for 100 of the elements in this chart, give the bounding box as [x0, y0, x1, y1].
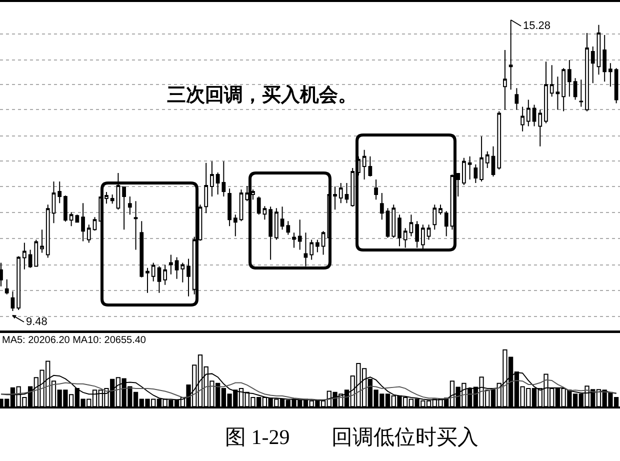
candlestick	[321, 230, 326, 256]
candlestick	[392, 204, 396, 238]
candlestick	[474, 164, 478, 184]
candlestick	[590, 46, 595, 84]
candlestick	[134, 200, 138, 250]
candlestick	[58, 180, 62, 204]
candlestick	[157, 266, 162, 294]
candlestick	[532, 104, 536, 127]
candlestick	[256, 196, 261, 216]
candlestick	[573, 78, 578, 100]
candlestick	[398, 214, 402, 247]
candlestick	[520, 106, 524, 132]
candlestick	[245, 186, 250, 202]
candlestick	[432, 204, 437, 230]
candlestick	[204, 162, 208, 214]
candlestick	[374, 178, 378, 200]
candlestick	[338, 182, 343, 204]
candlestick	[316, 239, 320, 253]
candlestick	[116, 172, 120, 210]
candlestick	[538, 109, 542, 147]
candlestick	[614, 68, 618, 104]
candlestick	[10, 290, 15, 312]
candlestick	[104, 192, 108, 204]
candlestick	[556, 76, 560, 110]
candlestick	[585, 32, 589, 112]
candlestick	[544, 61, 548, 124]
candlestick	[350, 167, 355, 208]
candlestick	[497, 110, 502, 170]
candlestick	[86, 224, 91, 244]
candlestick	[298, 219, 302, 250]
candlestick	[52, 180, 56, 224]
candlestick	[403, 228, 408, 248]
candlestick	[409, 214, 414, 237]
candlestick	[491, 146, 496, 177]
candlestick	[415, 220, 419, 248]
annotation: 9.48	[26, 316, 48, 328]
candlestick	[485, 150, 490, 168]
candlestick	[567, 60, 572, 98]
candlestick	[386, 208, 390, 238]
candlestick	[233, 214, 238, 237]
candlestick	[28, 249, 32, 268]
candlestick	[344, 182, 349, 204]
candlestick	[239, 189, 244, 222]
candlestick	[280, 206, 284, 230]
candlestick	[110, 194, 114, 204]
candlestick	[46, 204, 50, 258]
candlestick	[198, 204, 202, 242]
candlestick	[304, 232, 308, 267]
candlestick	[22, 242, 26, 270]
candlestick	[34, 239, 38, 268]
candlestick	[163, 264, 168, 286]
candlestick	[526, 99, 530, 127]
candlestick	[251, 189, 255, 200]
candlestick	[468, 156, 472, 180]
text: MA5: 20206.20 MA10: 20655.40	[2, 335, 146, 346]
candlestick	[333, 186, 337, 210]
candlestick	[92, 216, 97, 232]
candlestick	[480, 136, 484, 182]
candlestick	[608, 62, 612, 88]
candlestick	[274, 208, 278, 240]
candlestick	[550, 64, 554, 98]
candlestick	[64, 195, 68, 222]
candlestick	[368, 156, 372, 177]
candlestick	[180, 262, 185, 283]
candlestick	[268, 206, 272, 260]
candlestick	[174, 256, 179, 280]
candlestick	[292, 232, 296, 248]
candlestick	[81, 202, 85, 242]
candlestick	[122, 186, 126, 230]
candlestick	[310, 239, 314, 260]
candlestick	[420, 224, 425, 250]
candlestick	[562, 68, 566, 112]
candlestick	[146, 267, 150, 294]
candlestick	[140, 220, 144, 278]
candlestick	[514, 88, 519, 110]
candlestick	[0, 262, 3, 287]
annotation: 15.28	[523, 20, 551, 32]
candlestick	[602, 34, 607, 82]
candlestick	[596, 24, 601, 76]
candlestick	[286, 220, 290, 236]
candlestick	[4, 278, 9, 295]
candlestick	[210, 160, 214, 198]
candlestick	[169, 254, 173, 275]
candlestick	[362, 149, 366, 180]
candlestick	[380, 192, 384, 220]
candlestick	[438, 204, 442, 216]
candlestick	[462, 157, 466, 186]
candlestick	[128, 196, 132, 216]
annotation: 三次回调，买入机会。	[167, 84, 357, 106]
candlestick	[579, 79, 584, 108]
candlestick	[262, 206, 267, 220]
caption: 图 1-29 回调低位时买入	[225, 425, 479, 449]
candlestick	[151, 262, 156, 282]
candlestick	[444, 210, 448, 237]
candlestick	[186, 258, 190, 297]
candlestick	[456, 172, 460, 198]
candlestick	[40, 229, 44, 254]
candlestick	[426, 224, 431, 240]
candlestick	[16, 256, 21, 310]
candlestick	[228, 188, 232, 227]
